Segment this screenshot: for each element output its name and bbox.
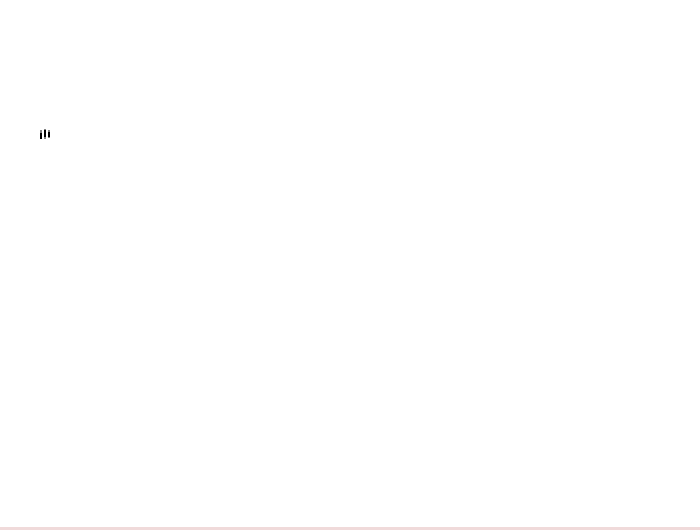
- chart-header: [0, 0, 700, 28]
- candlestick-chart-icon: [40, 129, 50, 139]
- next-panel-edge: [0, 527, 700, 530]
- chart-title-line: [40, 129, 54, 142]
